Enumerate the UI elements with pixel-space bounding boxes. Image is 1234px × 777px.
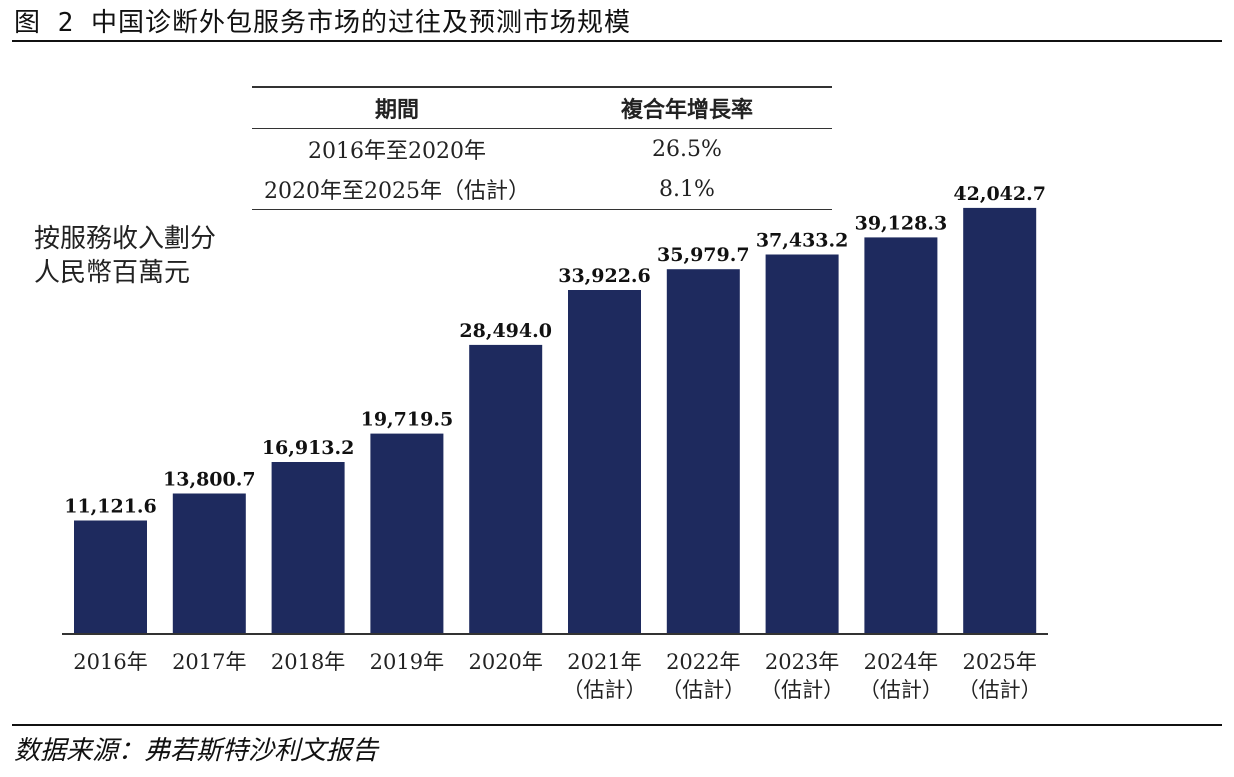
figure-title: 图 2 中国诊断外包服务市场的过往及预测市场规模 [14,8,631,38]
cagr-period-cell: 2016年至2020年 [308,139,486,164]
category-label: 2022年 [666,650,740,674]
cagr-header-period: 期間 [252,86,542,129]
value-label: 33,922.6 [558,265,651,287]
category-label: （估計） [563,678,647,702]
bar [963,207,1037,633]
category-label: （估計） [760,678,844,702]
top-rule [12,40,1222,42]
category-label: （估計） [661,678,745,702]
bar [469,344,543,633]
bar [74,520,147,633]
category-label: 2024年 [864,650,938,674]
bar [864,237,938,633]
category-label: 2023年 [765,650,839,674]
bar [568,290,641,633]
cagr-period-cell: 2020年至2025年（估計） [252,169,542,210]
category-label: （估計） [958,678,1042,702]
value-label: 19,719.5 [361,409,454,431]
value-label: 42,042.7 [953,183,1046,205]
category-label: 2016年 [73,650,147,674]
value-label: 39,128.3 [855,212,948,234]
cagr-table: 期間 複合年增長率 2016年至2020年 26.5% 2020年至2025年（… [252,86,832,210]
source-note: 数据来源：弗若斯特沙利文报告 [14,736,379,766]
value-label: 28,494.0 [459,320,552,342]
bar [765,254,839,633]
cagr-rate-cell: 8.1% [542,169,832,210]
bar [271,462,345,633]
category-label: 2025年 [962,650,1036,674]
category-label: 2021年 [567,650,641,674]
bar [666,269,740,633]
cagr-row: 2016年至2020年 26.5% [252,129,832,170]
bar [370,433,444,633]
unit-label-line-2: 人民幣百萬元 [34,258,191,288]
unit-label-line-1: 按服務收入劃分 [34,224,217,254]
category-label: 2017年 [172,650,246,674]
category-label: （估計） [859,678,943,702]
cagr-header-row: 期間 複合年增長率 [252,86,832,129]
value-label: 16,913.2 [262,437,355,459]
value-label: 13,800.7 [163,469,256,491]
category-label: 2019年 [370,650,444,674]
category-label: 2018年 [271,650,345,674]
value-label: 35,979.7 [657,244,750,266]
bar [172,493,246,633]
cagr-row: 2020年至2025年（估計） 8.1% [252,169,832,210]
unit-label: 按服務收入劃分 人民幣百萬元 [34,222,216,290]
cagr-rate-cell: 26.5% [652,136,722,162]
bottom-rule [12,724,1222,726]
value-label: 11,121.6 [64,496,157,518]
value-label: 37,433.2 [756,230,849,252]
cagr-header-rate: 複合年增長率 [542,86,832,129]
category-label: 2020年 [468,650,542,674]
